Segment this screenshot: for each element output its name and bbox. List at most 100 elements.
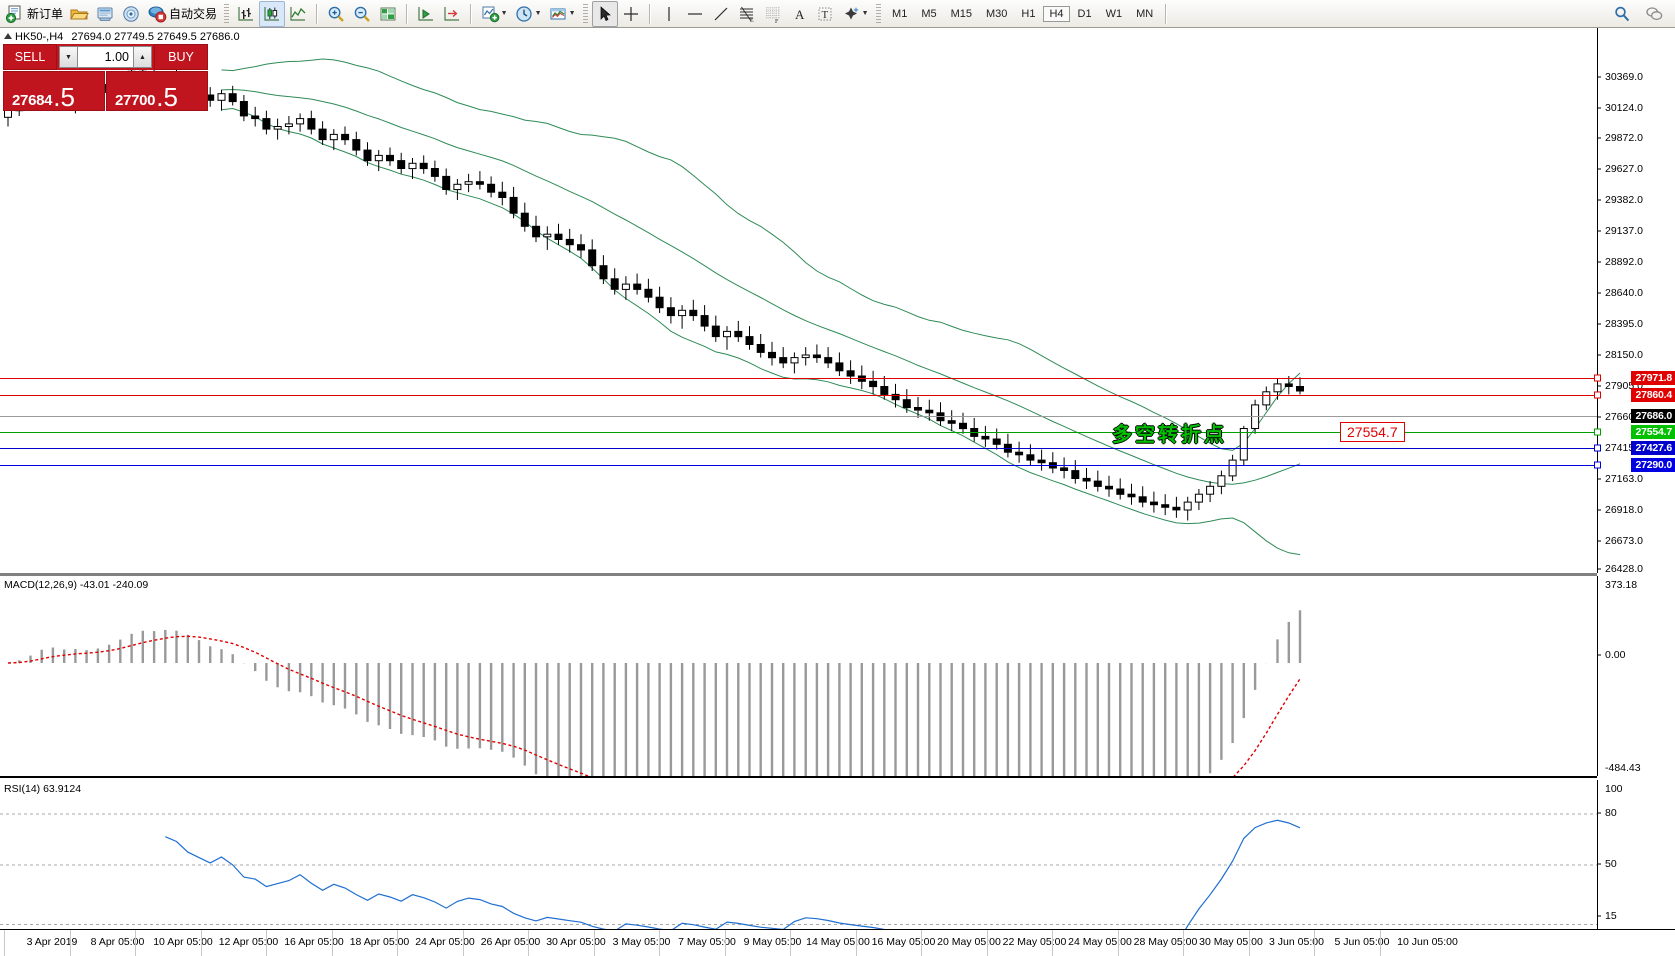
price-tick-label: 29627.0 xyxy=(1605,163,1643,175)
auto-trading-button[interactable]: 自动交易 xyxy=(144,2,220,26)
price-level-line[interactable] xyxy=(0,378,1597,379)
indicators-dropdown-arrow[interactable]: ▼ xyxy=(500,10,508,17)
chart-shift-icon xyxy=(442,4,462,24)
trendline-button[interactable] xyxy=(708,2,734,26)
price-level-line[interactable] xyxy=(0,448,1597,449)
chart-shift-button[interactable] xyxy=(439,2,465,26)
timeframe-mn[interactable]: MN xyxy=(1136,7,1154,20)
collapse-triangle-icon[interactable] xyxy=(4,33,12,39)
price-pane[interactable] xyxy=(0,28,1597,573)
price-level-handle[interactable] xyxy=(1594,374,1601,382)
bid-price[interactable]: 27684.5 xyxy=(3,71,105,111)
bar-chart-icon xyxy=(236,4,256,24)
templates-dropdown-arrow[interactable]: ▼ xyxy=(568,10,576,17)
timeframe-h1[interactable]: H1 xyxy=(1021,7,1036,20)
svg-text:F: F xyxy=(775,19,779,24)
terminal-button[interactable] xyxy=(92,2,118,26)
text-button[interactable]: A xyxy=(786,2,812,26)
sell-button[interactable]: SELL xyxy=(3,44,57,70)
macd-pane-separator[interactable] xyxy=(0,573,1597,576)
price-level-tag[interactable]: 27290.0 xyxy=(1631,458,1675,472)
timeframe-d1[interactable]: D1 xyxy=(1077,7,1092,20)
timeframe-m15[interactable]: M15 xyxy=(950,7,972,20)
toolbar-grip[interactable] xyxy=(224,3,230,24)
line-chart-button[interactable] xyxy=(285,2,311,26)
fibonacci-button[interactable]: E xyxy=(734,2,760,26)
tile-windows-button[interactable] xyxy=(375,2,401,26)
macd-tick-label: -484.43 xyxy=(1605,762,1641,774)
timeframe-w1[interactable]: W1 xyxy=(1105,7,1123,20)
horizontal-line-button[interactable] xyxy=(682,2,708,26)
macd-pane[interactable] xyxy=(0,576,1597,776)
period-dropdown-arrow[interactable]: ▼ xyxy=(534,10,542,17)
fibo-grid-button[interactable]: F xyxy=(760,2,786,26)
vertical-line-button[interactable] xyxy=(656,2,682,26)
auto-scroll-button[interactable] xyxy=(413,2,439,26)
new-order-button[interactable]: 新订单 xyxy=(2,2,66,26)
buy-button[interactable]: BUY xyxy=(154,44,208,70)
time-tick-label: 30 May 05:00 xyxy=(1199,936,1263,948)
line-chart-icon xyxy=(288,4,308,24)
price-tick-label: 28640.0 xyxy=(1605,287,1643,299)
text-label-button[interactable]: T xyxy=(812,2,838,26)
time-tick-label: 16 May 05:00 xyxy=(871,936,936,948)
price-level-tag[interactable]: 27971.8 xyxy=(1631,371,1675,385)
chart-window[interactable]: 30369.0 30124.0 29872.0 29627.0 29382.0 … xyxy=(0,28,1675,956)
zoom-out-button[interactable] xyxy=(349,2,375,26)
rsi-axis[interactable]: 100 80 50 15 0 xyxy=(1597,780,1675,950)
timeframe-h4[interactable]: H4 xyxy=(1043,5,1070,22)
toolbar-grip-3[interactable] xyxy=(876,3,882,24)
macd-tick-label: 373.18 xyxy=(1605,579,1638,591)
navigator-button[interactable] xyxy=(118,2,144,26)
price-tick-label: 29872.0 xyxy=(1605,132,1643,144)
bar-chart-button[interactable] xyxy=(233,2,259,26)
price-level-handle[interactable] xyxy=(1594,428,1601,436)
price-level-tag[interactable]: 27427.6 xyxy=(1631,441,1675,455)
time-tick-label: 30 Apr 05:00 xyxy=(546,936,606,948)
templates-button[interactable]: ▼ xyxy=(545,2,579,26)
price-axis[interactable]: 30369.0 30124.0 29872.0 29627.0 29382.0 … xyxy=(1597,28,1675,575)
rsi-pane-separator[interactable] xyxy=(0,776,1597,778)
current-price-tag: 27686.0 xyxy=(1631,409,1675,423)
price-level-handle[interactable] xyxy=(1594,461,1601,469)
price-tick-label: 26428.0 xyxy=(1605,563,1643,575)
one-click-trading-panel[interactable]: SELL ▼ 1.00 ▲ BUY 27684.5 27700.5 xyxy=(3,44,208,111)
volume-stepper[interactable]: ▼ 1.00 ▲ xyxy=(57,44,154,70)
time-axis-divider xyxy=(4,930,5,956)
time-tick-label: 7 May 05:00 xyxy=(678,936,736,948)
indicators-button[interactable]: ▼ xyxy=(477,2,511,26)
price-level-tag[interactable]: 27554.7 xyxy=(1631,425,1675,439)
price-axis-line xyxy=(1597,28,1598,573)
crosshair-button[interactable] xyxy=(618,2,644,26)
folder-button[interactable] xyxy=(66,2,92,26)
ask-price[interactable]: 27700.5 xyxy=(106,71,208,111)
time-axis[interactable]: 3 Apr 2019 8 Apr 05:00 10 Apr 05:00 12 Apr … xyxy=(0,929,1675,956)
zoom-in-button[interactable] xyxy=(323,2,349,26)
shapes-dropdown-arrow[interactable]: ▼ xyxy=(861,10,869,17)
price-level-line[interactable] xyxy=(0,432,1597,433)
time-axis-divider xyxy=(724,930,726,956)
period-button[interactable]: ▼ xyxy=(511,2,545,26)
search-button[interactable] xyxy=(1609,2,1635,26)
volume-decrease-button[interactable]: ▼ xyxy=(59,46,78,68)
candlestick-chart-button[interactable] xyxy=(259,0,286,27)
chat-button[interactable] xyxy=(1641,2,1667,26)
volume-increase-button[interactable]: ▲ xyxy=(133,46,152,68)
cursor-button[interactable] xyxy=(592,0,619,27)
price-callout[interactable]: 27554.7 xyxy=(1340,422,1405,442)
timeframe-m30[interactable]: M30 xyxy=(986,7,1008,20)
timeframe-m5[interactable]: M5 xyxy=(921,7,937,20)
price-level-line[interactable] xyxy=(0,465,1597,466)
price-level-tag[interactable]: 27860.4 xyxy=(1631,388,1675,402)
macd-axis[interactable]: 373.18 0.00 -484.43 xyxy=(1597,576,1675,776)
toolbar-grip-2[interactable] xyxy=(583,3,589,24)
chart-annotation-text[interactable]: 多空转折点 xyxy=(1112,424,1227,446)
price-level-line[interactable] xyxy=(0,395,1597,396)
time-axis-divider xyxy=(986,930,988,956)
rsi-pane[interactable] xyxy=(0,780,1597,950)
price-level-handle[interactable] xyxy=(1594,444,1601,452)
volume-input[interactable]: 1.00 xyxy=(78,46,133,68)
price-level-handle[interactable] xyxy=(1594,391,1601,399)
timeframe-m1[interactable]: M1 xyxy=(892,7,908,20)
shapes-button[interactable]: ▼ xyxy=(838,2,872,26)
